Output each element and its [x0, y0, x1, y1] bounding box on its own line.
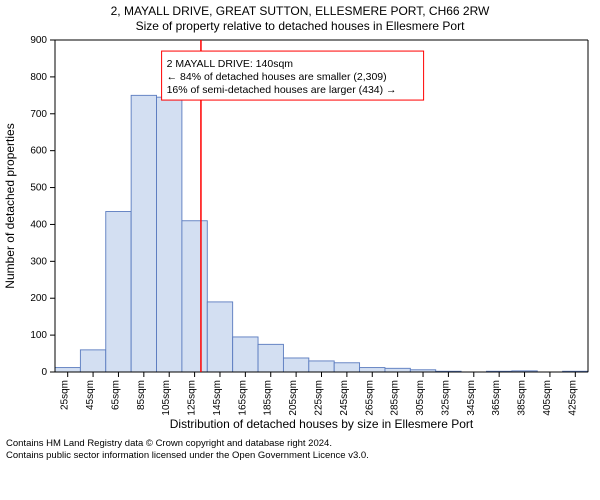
chart-container: 0 100 200 300 400 500 600 700 800 900 25sqm 45sqm 65… [0, 34, 600, 434]
x-tick-label: 385sqm [517, 380, 528, 416]
y-tick-label: 300 [30, 256, 47, 267]
y-tick-label: 0 [41, 367, 47, 378]
annotation-box: 2 MAYALL DRIVE: 140sqm← 84% of detached … [162, 51, 424, 100]
histogram-bar [283, 358, 308, 372]
histogram-bar [334, 363, 359, 372]
histogram-bar [55, 368, 80, 372]
x-tick-label: 365sqm [491, 380, 502, 416]
histogram-bar [385, 368, 410, 372]
histogram-chart: 0 100 200 300 400 500 600 700 800 900 25sqm 45sqm 65… [0, 34, 600, 434]
histogram-bar [131, 95, 156, 372]
y-tick-label: 200 [30, 293, 47, 304]
y-tick-label: 800 [30, 72, 47, 83]
annotation-line: 16% of semi-detached houses are larger (… [167, 84, 397, 96]
histogram-bar [360, 368, 385, 372]
x-tick-label: 165sqm [237, 380, 248, 416]
histogram-bar [157, 97, 182, 372]
y-axis-label: Number of detached properties [3, 123, 17, 288]
footer-line1: Contains HM Land Registry data © Crown c… [6, 438, 594, 450]
y-tick-label: 500 [30, 183, 47, 194]
x-tick-label: 285sqm [390, 380, 401, 416]
x-tick-label: 105sqm [161, 380, 172, 416]
x-tick-label: 405sqm [542, 380, 553, 416]
annotation-line: 2 MAYALL DRIVE: 140sqm [167, 58, 294, 70]
histogram-bar [233, 337, 258, 372]
x-tick-label: 65sqm [110, 380, 121, 410]
y-tick-label: 400 [30, 219, 47, 230]
histogram-bar [309, 361, 334, 372]
y-tick-label: 900 [30, 35, 47, 46]
x-tick-label: 45sqm [85, 380, 96, 410]
x-tick-label: 325sqm [440, 380, 451, 416]
annotation-line: ← 84% of detached houses are smaller (2,… [167, 71, 387, 83]
histogram-bar [182, 221, 207, 372]
x-tick-label: 245sqm [339, 380, 350, 416]
x-tick-label: 185sqm [263, 380, 274, 416]
x-tick-label: 345sqm [466, 380, 477, 416]
histogram-bar [258, 344, 283, 372]
x-tick-label: 265sqm [364, 380, 375, 416]
y-tick-label: 600 [30, 146, 47, 157]
y-tick-label: 100 [30, 330, 47, 341]
x-tick-label: 305sqm [415, 380, 426, 416]
x-tick-label: 85sqm [136, 380, 147, 410]
chart-title-line2: Size of property relative to detached ho… [0, 19, 600, 34]
histogram-bar [207, 302, 232, 372]
histogram-bar [80, 350, 105, 372]
x-tick-label: 225sqm [314, 380, 325, 416]
y-tick-label: 700 [30, 109, 47, 120]
chart-title-line1: 2, MAYALL DRIVE, GREAT SUTTON, ELLESMERE… [0, 4, 600, 19]
histogram-bar [106, 212, 131, 372]
x-tick-label: 205sqm [288, 380, 299, 416]
x-axis-label: Distribution of detached houses by size … [170, 417, 474, 431]
x-tick-label: 25sqm [60, 380, 71, 410]
x-tick-label: 125sqm [187, 380, 198, 416]
x-tick-label: 145sqm [212, 380, 223, 416]
footer-line2: Contains public sector information licen… [6, 450, 594, 462]
x-tick-label: 425sqm [567, 380, 578, 416]
